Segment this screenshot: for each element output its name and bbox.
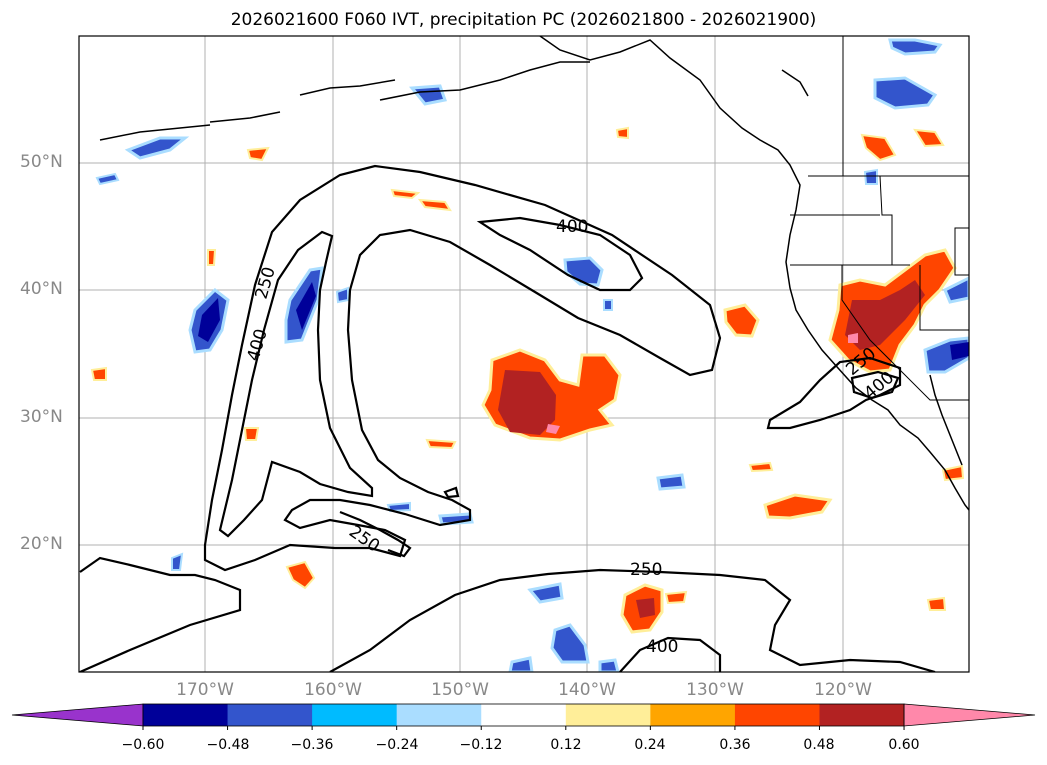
lon-label-160w: 160°W [304, 680, 362, 700]
ivt-contour-400-north [476, 216, 644, 292]
colorbar-segment [565, 704, 651, 726]
precip-negative-areas [95, 38, 969, 672]
ivt-contour-400-east [850, 370, 900, 400]
colorbar-tick: 0.12 [550, 737, 582, 753]
ivt-contours [79, 164, 936, 672]
colorbar-tick: −0.24 [375, 737, 419, 753]
colorbar-tick: −0.48 [206, 737, 250, 753]
colorbar-segment [143, 704, 229, 726]
ivt-contour-250-south2 [329, 568, 936, 672]
borders [790, 36, 969, 401]
colorbar-tick: 0.60 [888, 737, 920, 753]
lon-label-130w: 130°W [686, 680, 744, 700]
coastlines [99, 36, 969, 511]
colorbar-extend-max [903, 703, 1036, 727]
ivt-contour-250-mid [339, 510, 412, 558]
colorbar-tick: −0.36 [290, 737, 334, 753]
contour-label-400-north: 400 [556, 217, 588, 237]
contour-label-400-west: 400 [244, 327, 272, 364]
colorbar-tick: 0.36 [719, 737, 751, 753]
lon-label-170w: 170°W [176, 680, 234, 700]
lat-label-50n: 50°N [20, 152, 63, 172]
lat-label-30n: 30°N [20, 407, 63, 427]
colorbar-segment [650, 704, 736, 726]
colorbar-tick: −0.12 [459, 737, 503, 753]
map-frame [78, 35, 970, 673]
ivt-contour-250-outer [203, 164, 722, 572]
colorbar-extend-min [11, 703, 144, 727]
precip-positive-areas [90, 126, 965, 634]
colorbar-tick: −0.60 [121, 737, 165, 753]
colorbar-segment [227, 704, 313, 726]
lon-label-150w: 150°W [431, 680, 489, 700]
colorbar-segment [819, 704, 905, 726]
contour-label-250-south: 250 [630, 560, 662, 580]
lon-label-120w: 120°W [814, 680, 872, 700]
ivt-contour-250-east [766, 356, 902, 430]
colorbar [11, 703, 1036, 730]
colorbar-segment [396, 704, 482, 726]
lon-label-140w: 140°W [558, 680, 616, 700]
contour-label-400-south: 400 [646, 637, 678, 657]
colorbar-segment [734, 704, 820, 726]
ivt-contour-250-south [79, 556, 242, 672]
colorbar-segment [481, 704, 567, 726]
colorbar-tick: 0.24 [634, 737, 666, 753]
colorbar-tick: 0.48 [803, 737, 835, 753]
contour-label-250-west: 250 [252, 265, 280, 302]
lat-label-40n: 40°N [20, 279, 63, 299]
map-title: 2026021600 F060 IVT, precipitation PC (2… [230, 10, 817, 30]
ivt-contour-400-inner [218, 230, 374, 538]
contour-label-250-mid: 250 [345, 522, 383, 557]
colorbar-segment [312, 704, 398, 726]
lat-label-20n: 20°N [20, 534, 63, 554]
contour-label-400-east: 400 [860, 368, 898, 404]
colorbar-outline [142, 703, 905, 727]
ivt-contour-small [443, 486, 460, 499]
ivt-contour-400-south [619, 636, 722, 672]
